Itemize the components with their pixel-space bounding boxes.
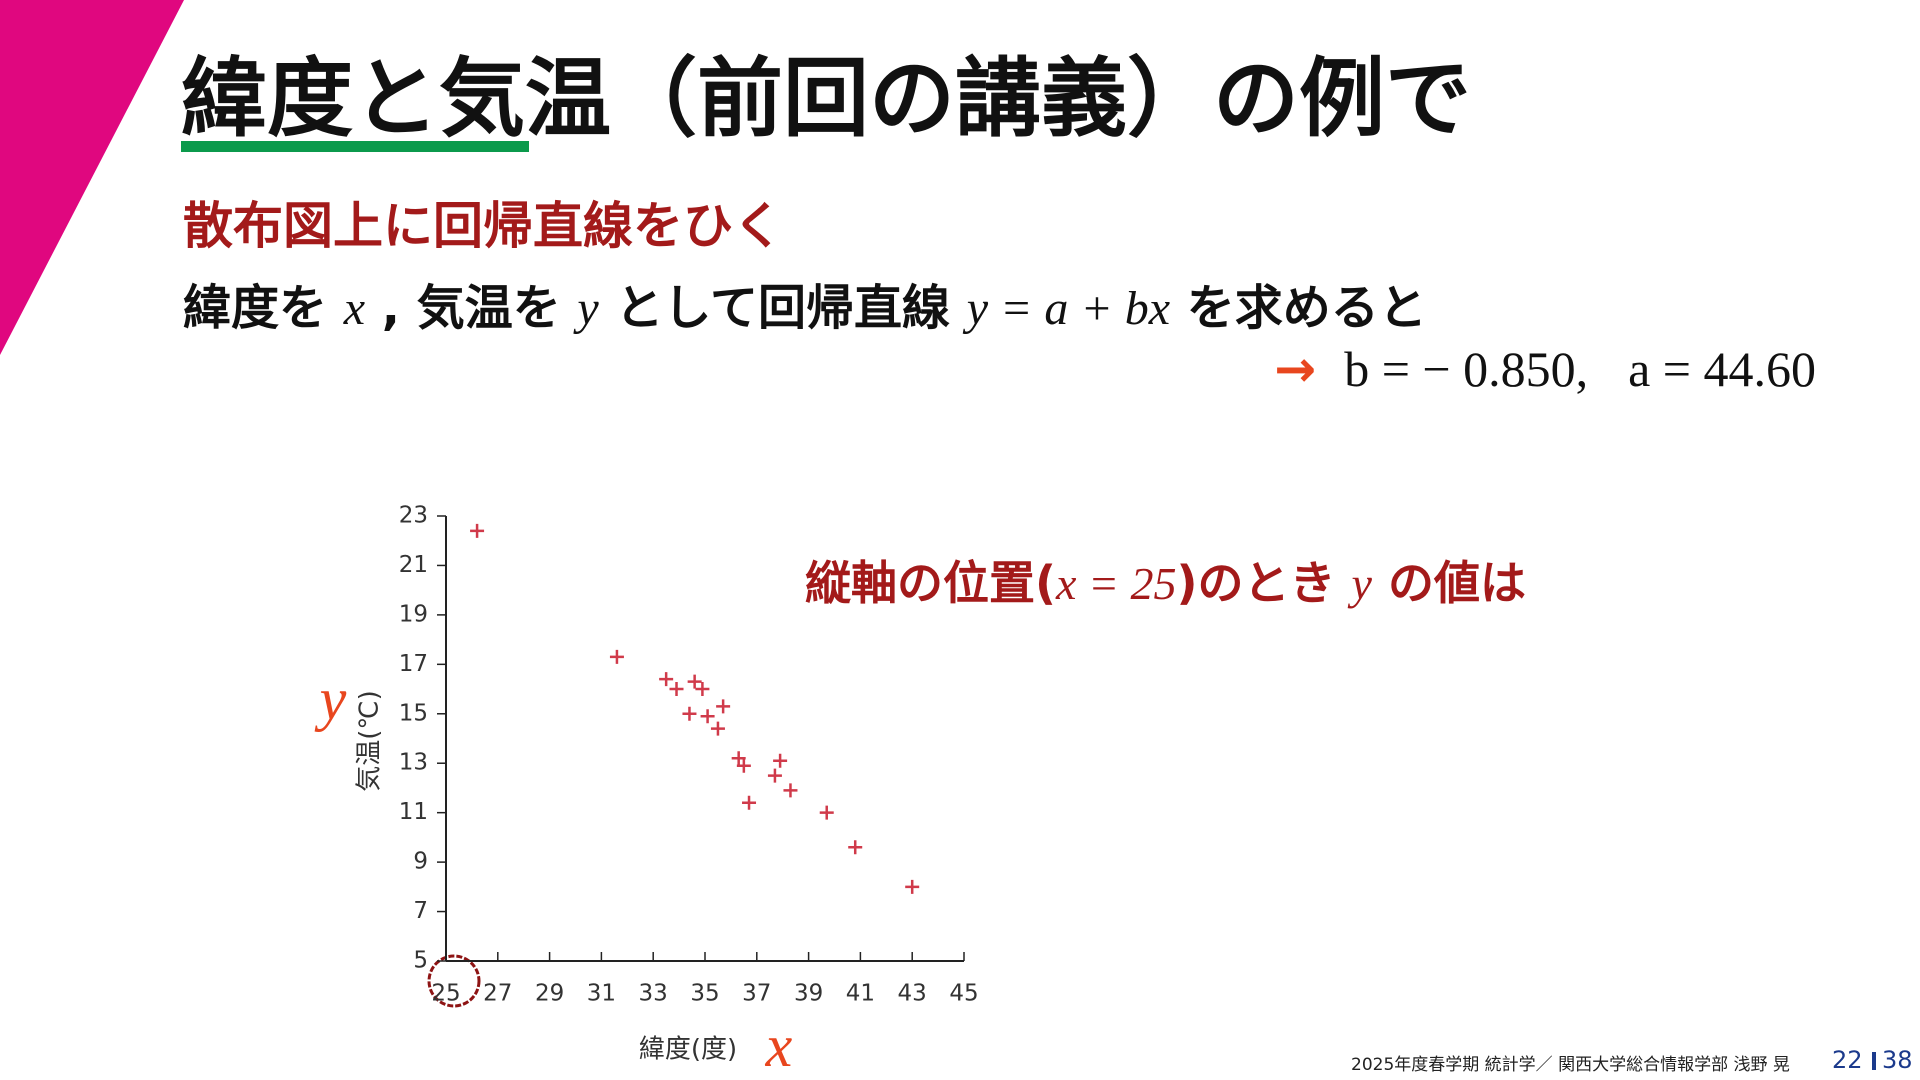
point: [695, 682, 710, 697]
point: [767, 768, 782, 783]
point: [659, 672, 674, 687]
point: [773, 753, 788, 768]
point: [470, 523, 485, 538]
y-tick-label: 13: [399, 750, 428, 776]
page-total: 38: [1882, 1046, 1913, 1074]
x-symbol: x: [765, 1013, 793, 1079]
subtitle: 散布図上に回帰直線をひく: [183, 197, 783, 255]
point: [848, 840, 863, 855]
y-tick-label: 9: [413, 849, 428, 875]
text-part: , 気温を: [365, 280, 578, 336]
origin-circle: [427, 954, 481, 1008]
point: [742, 795, 757, 810]
text-part: x: [343, 282, 366, 335]
title: 緯度と気温（前回の講義）の例で: [181, 49, 1471, 149]
page-separator: [1872, 1052, 1876, 1070]
result-part: a = 44.60: [1628, 341, 1816, 397]
text-part: の値は: [1371, 556, 1526, 610]
point: [710, 721, 725, 736]
x-axis-label: 緯度(度): [639, 1035, 737, 1065]
point: [687, 674, 702, 689]
footer: 2025年度春学期 統計学／ 関西大学総合情報学部 浅野 晃: [1351, 1055, 1790, 1075]
point: [736, 758, 751, 773]
y-tick-label: 5: [413, 948, 428, 974]
point: [905, 879, 920, 894]
y-tick-label: 7: [413, 898, 428, 924]
x-tick-label: 27: [483, 981, 512, 1007]
annotation: 縦軸の位置(x = 25)のとき y の値は: [805, 547, 1526, 613]
text-part: )のとき: [1176, 556, 1352, 610]
point: [609, 649, 624, 664]
x-tick-label: 45: [949, 981, 978, 1007]
text-part: y: [1351, 558, 1372, 609]
point: [819, 805, 834, 820]
text-part: y = a + bx: [966, 282, 1171, 335]
result-part: b = − 0.850,: [1344, 341, 1589, 397]
point: [700, 709, 715, 724]
y-tick-label: 19: [399, 601, 428, 627]
text-part: として回帰直線: [598, 280, 967, 336]
text-part: を求めると: [1170, 280, 1427, 336]
text-part: y: [577, 282, 599, 335]
x-tick-label: 43: [898, 981, 927, 1007]
x-tick-label: 39: [794, 981, 823, 1007]
point: [783, 783, 798, 798]
arrow: →: [1274, 340, 1317, 398]
text-part: 緯度を: [183, 280, 344, 336]
x-tick-label: 25: [431, 981, 460, 1007]
x-tick-label: 35: [690, 981, 719, 1007]
point: [682, 706, 697, 721]
title-underline: [181, 141, 529, 152]
y-symbol: y: [314, 666, 347, 732]
x-tick-label: 37: [742, 981, 771, 1007]
x-tick-label: 33: [639, 981, 668, 1007]
text-part: 縦軸の位置(: [805, 556, 1057, 610]
y-tick-label: 17: [399, 651, 428, 677]
page-number: 22: [1832, 1046, 1863, 1074]
result-line: → b = − 0.850, a = 44.60: [1274, 340, 1816, 398]
point: [716, 699, 731, 714]
x-tick-label: 29: [535, 981, 564, 1007]
corner-triangle: [0, 0, 184, 355]
y-axis-label: 気温(℃): [355, 690, 385, 792]
x-tick-label: 31: [587, 981, 616, 1007]
y-tick-label: 23: [399, 503, 428, 529]
point: [731, 751, 746, 766]
point: [669, 682, 684, 697]
y-tick-label: 15: [399, 700, 428, 726]
y-tick-label: 11: [399, 799, 428, 825]
body-line: 緯度を x , 気温を y として回帰直線 y = a + bx を求めると: [183, 268, 1427, 338]
x-tick-label: 41: [846, 981, 875, 1007]
text-part: x = 25: [1056, 558, 1177, 609]
y-tick-label: 21: [399, 552, 428, 578]
